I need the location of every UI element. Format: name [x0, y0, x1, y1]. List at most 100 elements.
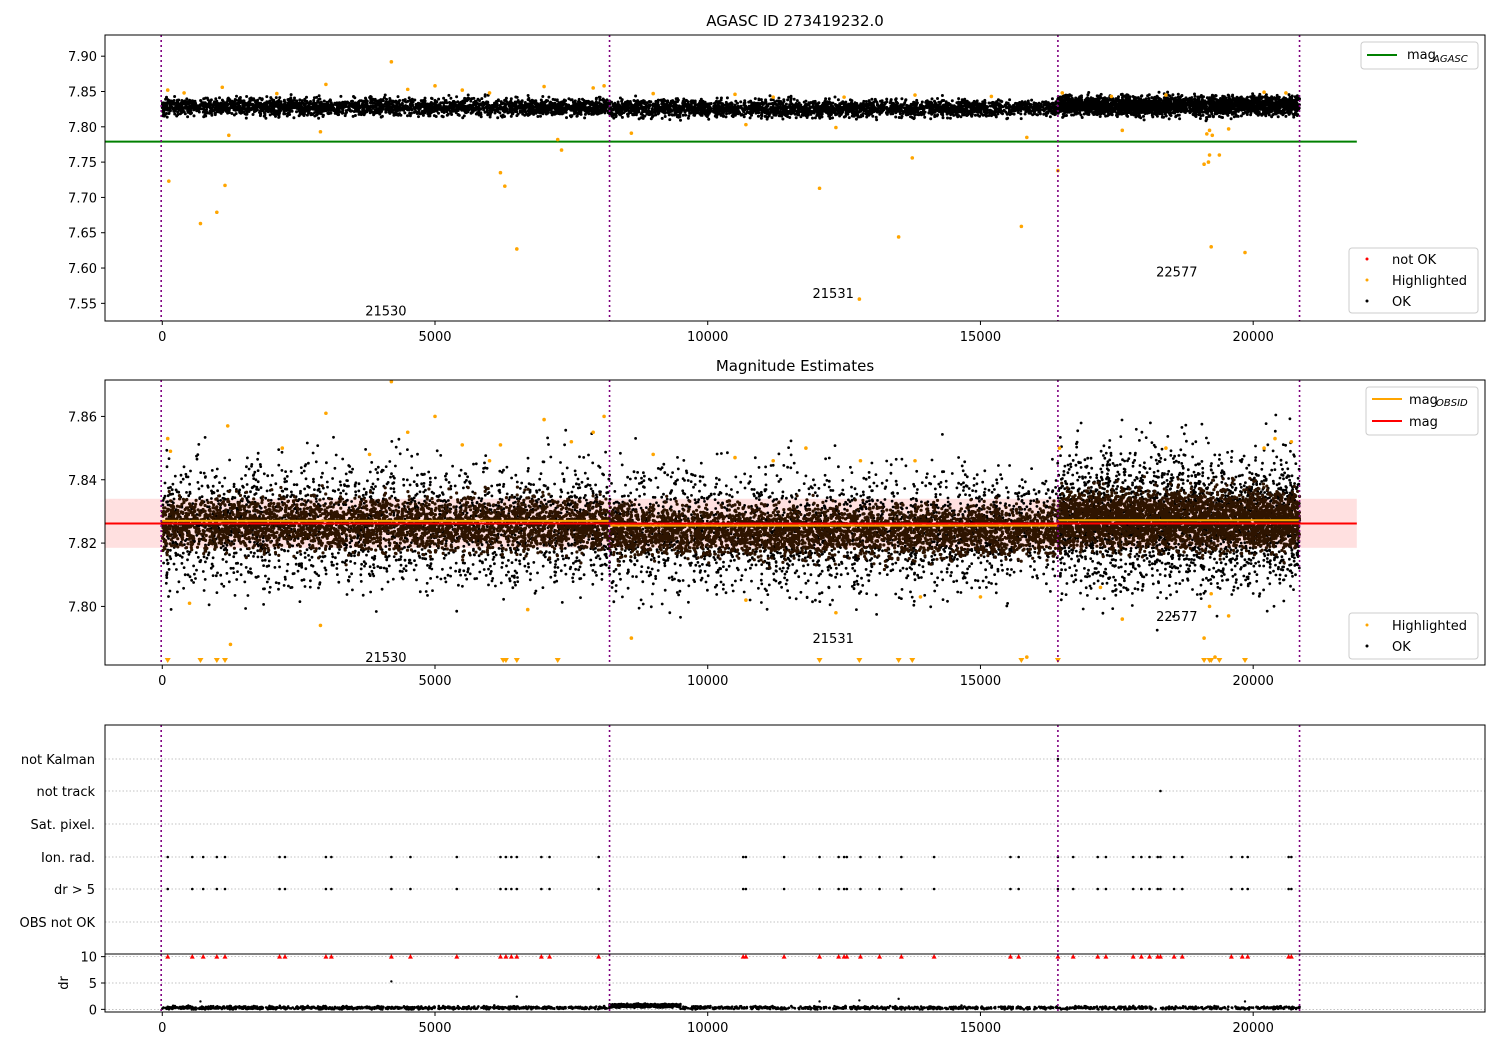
flag-point — [1290, 887, 1293, 891]
highlighted-point — [629, 636, 634, 640]
flag-point — [223, 887, 227, 891]
ok-points — [608, 94, 1060, 122]
highlighted-point — [1120, 128, 1125, 133]
highlighted-point — [804, 446, 808, 450]
flag-point — [390, 855, 393, 859]
highlighted-point — [318, 623, 323, 628]
capped-point — [781, 954, 787, 959]
flag-point — [782, 887, 786, 891]
flag-point — [1017, 855, 1020, 859]
y-tick-label: 7.85 — [68, 85, 97, 100]
capped-point — [1245, 954, 1251, 959]
legend-label: not OK — [1392, 253, 1437, 268]
capped-point — [1228, 954, 1234, 959]
flag-point — [1104, 855, 1108, 859]
legend-points: not OK Highlighted OK — [1348, 247, 1479, 314]
highlighted-point — [651, 91, 655, 96]
axes: 0 5000 10000 15000 20000 7.55 7.60 7.65 7.70 7.75… — [68, 34, 1486, 345]
highlighted-point — [913, 458, 917, 463]
flag-point — [932, 887, 936, 891]
ok-points — [608, 493, 1060, 572]
flag-point — [1096, 887, 1100, 891]
obsid-label: 21531 — [813, 287, 854, 302]
highlighted-point — [1164, 93, 1168, 97]
highlighted-point — [1057, 446, 1062, 450]
highlighted-point — [1289, 439, 1294, 444]
highlighted-point — [542, 417, 546, 422]
flag-point — [1172, 887, 1176, 891]
y-tick-label: 5 — [89, 977, 97, 992]
flag-point — [278, 887, 281, 891]
capped-point — [1130, 954, 1136, 959]
highlighted-point — [1164, 446, 1168, 450]
out-of-range-marker — [856, 658, 863, 663]
flag-point — [324, 887, 328, 891]
flag-point — [548, 887, 551, 891]
flag-point — [324, 855, 328, 859]
capped-point — [1239, 954, 1245, 959]
flag-point — [1172, 855, 1176, 859]
highlighted-point — [1209, 245, 1213, 249]
highlighted-point — [1210, 133, 1215, 138]
highlighted-point — [318, 129, 323, 134]
out-of-range-marker — [1201, 658, 1208, 663]
highlighted-point — [744, 122, 748, 127]
capped-point — [1095, 954, 1101, 959]
dr-outlier — [818, 1000, 821, 1003]
y-tick-label: 7.75 — [68, 156, 97, 171]
y-tick-label: 7.82 — [68, 537, 97, 552]
capped-point — [596, 954, 602, 959]
dr-outlier — [897, 997, 900, 1001]
highlighted-point — [1209, 591, 1213, 596]
capped-point — [200, 954, 206, 959]
highlighted-point — [223, 183, 227, 188]
capped-point — [407, 954, 413, 959]
capped-point — [1171, 954, 1177, 959]
flag-point — [190, 855, 194, 859]
highlighted-point — [324, 411, 328, 416]
highlighted-point — [498, 170, 503, 175]
x-tick-label: 5000 — [418, 330, 451, 345]
highlighted-point — [389, 379, 394, 384]
flag-point — [1131, 887, 1135, 891]
capped-point — [189, 954, 195, 959]
flag-point — [283, 855, 287, 859]
highlighted-point — [989, 94, 994, 99]
highlighted-point — [433, 414, 437, 419]
y-tick-label: 7.86 — [68, 410, 97, 425]
magnitude-estimates-panel: Magnitude Estimates 21530 21531 22577 0 500… — [68, 357, 1486, 689]
highlighted-point — [1202, 636, 1206, 640]
capped-point — [898, 954, 904, 959]
category-label: not Kalman — [21, 753, 95, 768]
highlighted-point — [1262, 446, 1266, 450]
flag-point — [215, 887, 219, 891]
capped-point — [844, 954, 850, 959]
flag-point — [455, 855, 459, 859]
category-label: not track — [36, 785, 95, 800]
capped-point — [214, 954, 220, 959]
flag-point — [1240, 855, 1244, 859]
highlighted-point — [228, 642, 233, 647]
flag-point — [515, 887, 519, 891]
dr-outlier — [199, 1000, 202, 1003]
highlighted-point — [215, 210, 219, 215]
highlighted-point — [1226, 127, 1231, 131]
highlighted-point — [1025, 655, 1029, 659]
flag-point — [510, 855, 513, 859]
flag-point — [1159, 789, 1162, 793]
x-tick-label: 5000 — [418, 674, 451, 689]
highlighted-point — [1213, 655, 1217, 659]
legend-label: mag — [1407, 48, 1436, 63]
dr-panel: 0 5000 10000 15000 20000 0 5 10 dr — [57, 951, 1486, 1036]
highlighted-point — [405, 87, 410, 92]
highlighted-point — [165, 436, 170, 441]
highlighted-point — [225, 424, 230, 428]
capped-point — [454, 954, 460, 959]
highlighted-point — [275, 91, 279, 96]
flag-point — [1159, 887, 1162, 891]
capped-point — [1007, 954, 1013, 959]
flag-point — [1159, 855, 1162, 859]
highlighted-point — [771, 458, 775, 463]
highlighted-point — [1207, 128, 1212, 133]
obsid-label: 21530 — [365, 651, 406, 666]
